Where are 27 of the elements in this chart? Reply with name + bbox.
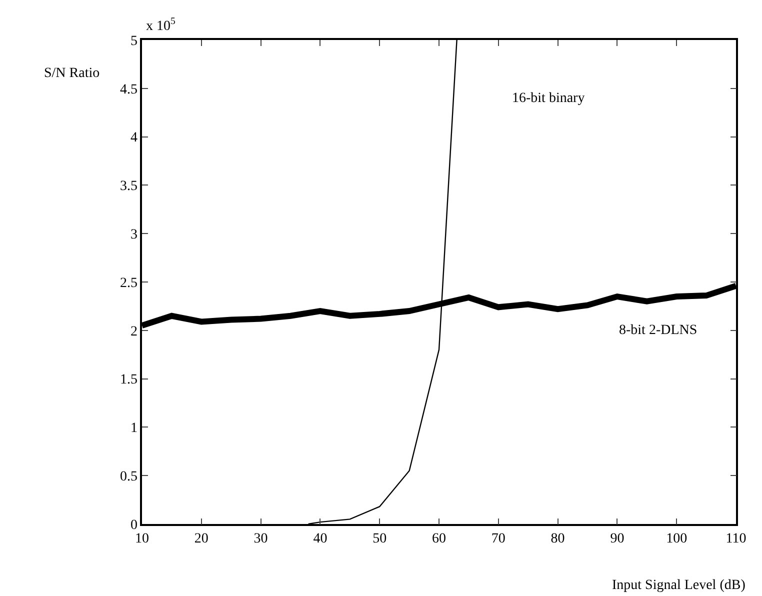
annotation: 8-bit 2-DLNS bbox=[619, 323, 698, 338]
x-tick-label: 90 bbox=[610, 532, 624, 547]
y-tick-label: 3.5 bbox=[120, 179, 138, 194]
text: x 10$^{5}$ bbox=[146, 16, 176, 34]
x-tick-label: 30 bbox=[254, 532, 268, 547]
x-tick-label: 110 bbox=[726, 532, 746, 547]
y-tick-label: 2 bbox=[130, 324, 138, 340]
y-tick-label: 4 bbox=[130, 130, 138, 146]
x-tick-label: 100 bbox=[666, 532, 688, 547]
x-tick-label: 40 bbox=[313, 532, 328, 547]
x-tick-label: 70 bbox=[491, 532, 506, 547]
y-tick-label: 2.5 bbox=[120, 276, 138, 291]
y-tick-label: 3 bbox=[130, 228, 138, 242]
y-tick-label: 1 bbox=[130, 421, 138, 436]
annotation: 16-bit binary bbox=[512, 91, 585, 106]
y-tick-label: 1.5 bbox=[120, 372, 138, 388]
y-tick-label: 4.5 bbox=[120, 82, 138, 98]
x-tick-label: 10 bbox=[135, 532, 149, 547]
y-tick-label: 0 bbox=[130, 518, 138, 533]
y-axis-title: S/N Ratio bbox=[44, 66, 100, 81]
x-tick-label: 80 bbox=[550, 532, 565, 547]
x-tick-label: 20 bbox=[194, 532, 208, 547]
y-tick-label: 0.5 bbox=[120, 470, 138, 484]
x-tick-label: 60 bbox=[432, 532, 446, 547]
x-axis-title: Input Signal Level (dB) bbox=[612, 578, 746, 593]
x-tick-label: 50 bbox=[372, 532, 387, 547]
y-tick-label: 5 bbox=[130, 34, 138, 49]
